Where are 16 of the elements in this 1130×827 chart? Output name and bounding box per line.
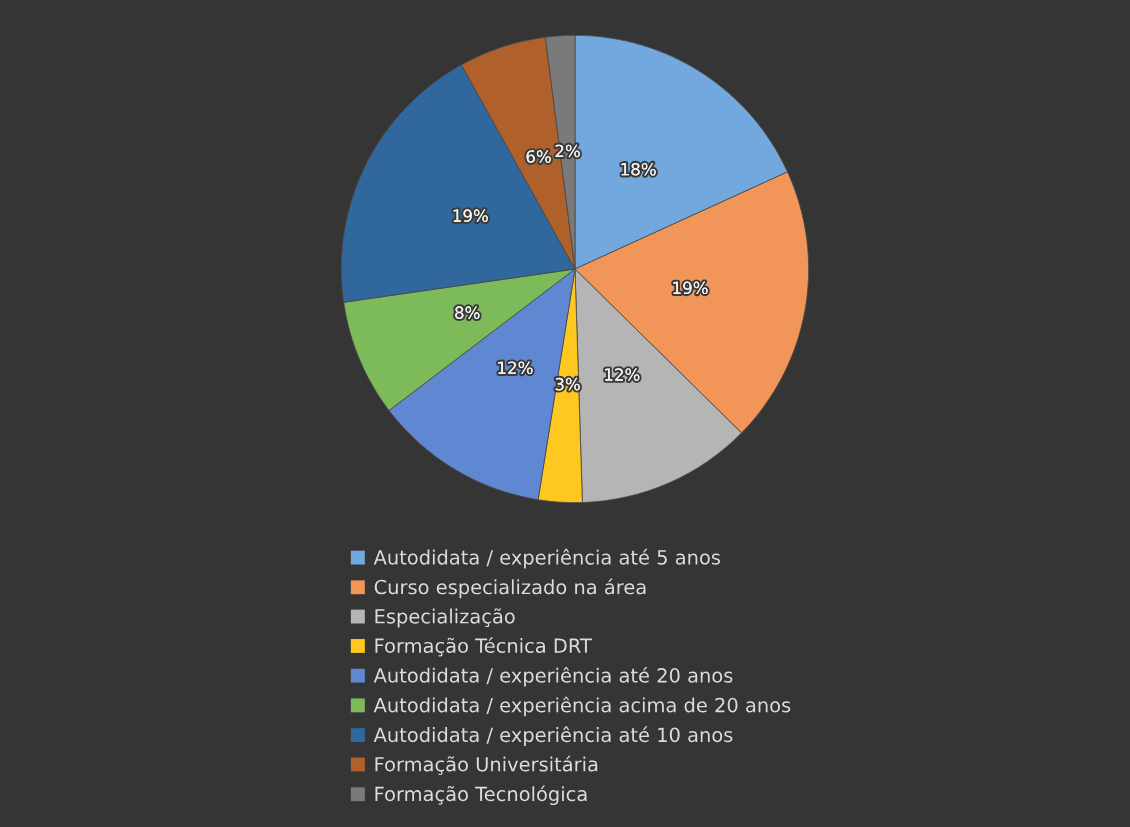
data-label: 19%: [673, 281, 708, 295]
data-label: 19%: [453, 209, 488, 222]
legend-label: Formação Universitária: [375, 755, 598, 776]
legend-label: Autodidata / experiência até 20 anos: [373, 666, 733, 687]
data-label: 18%: [621, 162, 656, 176]
legend-label: Autodidata / experiência até 5 anos: [373, 548, 721, 569]
legend-label: Autodidata / experiência até 10 anos: [373, 726, 733, 746]
data-label: 12%: [605, 368, 640, 381]
legend-label: Formação Tecnológica: [375, 785, 587, 806]
legend-label: Especialização: [375, 608, 515, 628]
data-label: 8%: [455, 306, 480, 319]
legend-label: Formação Técnica DRT: [375, 637, 592, 657]
data-label: 12%: [498, 361, 533, 375]
legend-label: Autodidata / experiência acima de 20 anos: [373, 696, 791, 717]
legend-label: Curso especializado na área: [374, 578, 646, 599]
data-label: 6%: [526, 150, 551, 163]
